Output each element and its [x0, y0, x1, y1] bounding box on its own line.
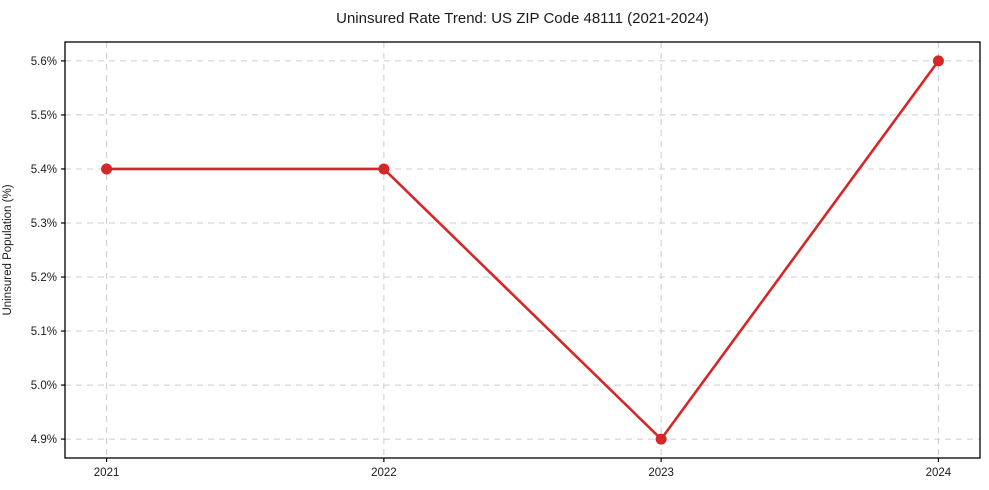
y-tick-label: 5.5% — [31, 110, 57, 122]
y-tick-label: 4.9% — [31, 434, 57, 446]
data-point — [101, 163, 113, 175]
y-tick-label: 5.0% — [31, 380, 57, 392]
plot-frame — [64, 41, 981, 459]
data-point — [378, 163, 390, 175]
y-tick-label: 5.6% — [31, 56, 57, 68]
x-tick-label: 2024 — [926, 467, 952, 479]
x-tick-label: 2023 — [648, 467, 674, 479]
y-tick-label: 5.4% — [31, 164, 57, 176]
data-point — [655, 433, 667, 445]
series-line — [105, 59, 940, 441]
data-point — [932, 55, 944, 67]
x-tick-label: 2022 — [371, 467, 397, 479]
y-tick-label: 5.2% — [31, 272, 57, 284]
y-tick-label: 5.3% — [31, 218, 57, 230]
chart-title: Uninsured Rate Trend: US ZIP Code 48111 … — [336, 10, 709, 27]
y-tick-label: 5.1% — [31, 326, 57, 338]
x-tick-label: 2021 — [94, 467, 120, 479]
